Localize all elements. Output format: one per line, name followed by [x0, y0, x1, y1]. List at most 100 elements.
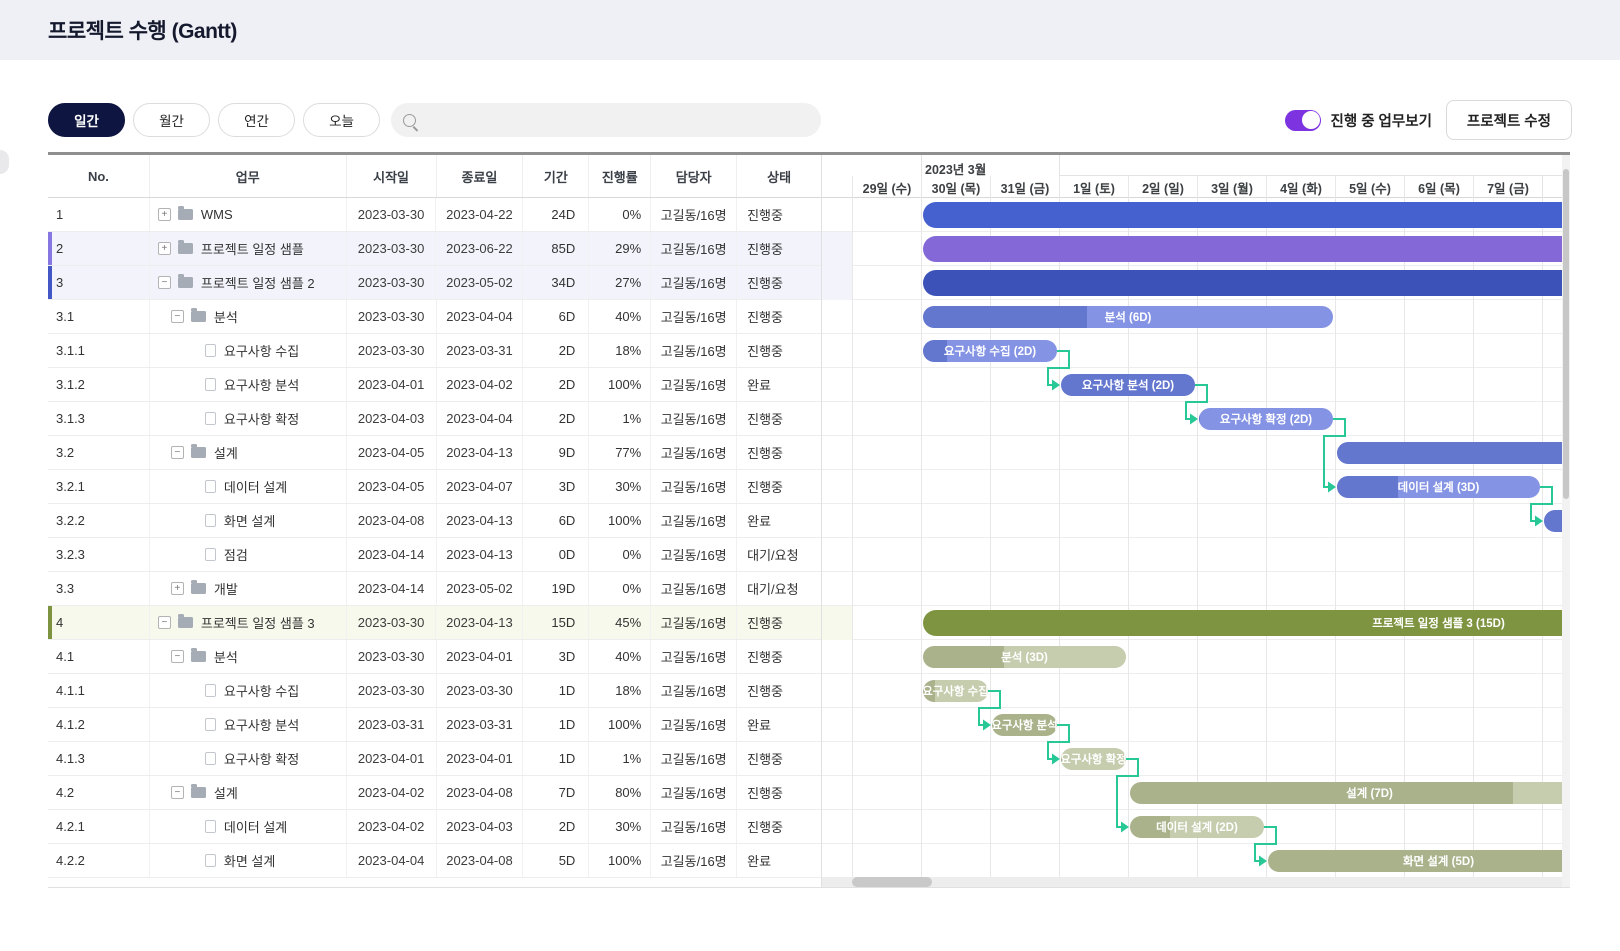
column-header-asg: 담당자	[651, 155, 738, 197]
gantt-row	[822, 470, 1562, 504]
collapse-icon[interactable]: −	[157, 276, 171, 289]
view-yearly-button[interactable]: 연간	[218, 103, 295, 137]
day-header: 3일 (월)	[1197, 176, 1266, 198]
gantt-row	[822, 538, 1562, 572]
grid-line	[1404, 198, 1405, 878]
task-name: 화면 설계	[223, 514, 276, 529]
task-name: 점검	[223, 548, 248, 563]
table-row[interactable]: 4.1 − 분석 2023-03-30 2023-04-01 3D 40% 고길동/16명 진행…	[48, 640, 821, 674]
cell-date: 2023-04-01	[437, 640, 524, 673]
grid-line	[1059, 198, 1060, 878]
table-row[interactable]: 4.2.2 화면 설계 2023-04-04 2023-04-08 5D 100% 고길동/…	[48, 844, 821, 878]
gantt-month-row: 2023년 3월	[822, 155, 1562, 177]
cell-asg: 고길동/16명	[651, 776, 738, 809]
bar-progress	[923, 340, 948, 362]
collapse-icon[interactable]: −	[170, 650, 184, 663]
gantt-bar[interactable]: 요구사항 분석	[992, 714, 1057, 736]
gantt-bar[interactable]: 데이터 설계 (3D)	[1337, 476, 1540, 498]
gantt-bar[interactable]: 요구사항 분석 (2D)	[1061, 374, 1195, 396]
cell-date: 2023-04-03	[437, 810, 524, 843]
cell-no: 3.1.2	[48, 368, 150, 401]
expand-icon[interactable]: +	[157, 208, 171, 221]
vertical-scrollbar[interactable]	[1562, 155, 1570, 887]
table-row[interactable]: 4.2.1 데이터 설계 2023-04-02 2023-04-03 2D 30% 고길동/…	[48, 810, 821, 844]
cell-date: 2023-04-14	[347, 538, 437, 571]
gantt-bar[interactable]: 분석 (6D)	[923, 306, 1333, 328]
cell-name: 요구사항 분석	[150, 368, 347, 401]
gantt-bar[interactable]: 프로젝트 일정 샘플 3 (15D)	[923, 610, 1562, 636]
view-monthly-button[interactable]: 월간	[133, 103, 210, 137]
in-progress-toggle[interactable]	[1285, 109, 1322, 131]
cell-pct: 40%	[589, 640, 652, 673]
cell-no: 4.2.2	[48, 844, 150, 877]
table-row[interactable]: 4.2 − 설계 2023-04-02 2023-04-08 7D 80% 고길동/16명 진행…	[48, 776, 821, 810]
collapse-icon[interactable]: −	[157, 616, 171, 629]
gantt-bar[interactable]	[923, 202, 1562, 228]
cell-st: 진행중	[747, 480, 784, 495]
table-row[interactable]: 3.2.3 점검 2023-04-14 2023-04-13 0D 0% 고길동/16명 대기…	[48, 538, 821, 572]
cell-st: 진행중	[747, 276, 783, 291]
table-row[interactable]: 3.2.2 화면 설계 2023-04-08 2023-04-13 6D 100% 고길동/…	[48, 504, 821, 538]
cell-pct: 40%	[589, 300, 652, 333]
gantt-row	[822, 606, 1562, 640]
gantt-bar[interactable]: 설계 (7D)	[1130, 782, 1562, 804]
expand-icon[interactable]: +	[170, 582, 184, 595]
table-row[interactable]: 2 + 프로젝트 일정 샘플 2023-03-30 2023-06-22 85D 29% 고길…	[48, 232, 821, 266]
gantt-bar[interactable]	[923, 236, 1562, 262]
table-row[interactable]: 3.2.1 데이터 설계 2023-04-05 2023-04-07 3D 30% 고길동/…	[48, 470, 821, 504]
gantt-bar[interactable]: 요구사항 수집 (2D)	[923, 340, 1057, 362]
table-row[interactable]: 4.1.2 요구사항 분석 2023-03-31 2023-03-31 1D 100% 고길…	[48, 708, 821, 742]
day-header: 6일 (목)	[1404, 176, 1473, 198]
expand-icon[interactable]: +	[157, 242, 171, 255]
table-row[interactable]: 1 + WMS 2023-03-30 2023-04-22 24D 0% 고길동/16명 진행중	[48, 198, 821, 232]
bar-progress	[1544, 510, 1562, 532]
cell-date: 2023-03-30	[347, 640, 437, 673]
cell-name: 요구사항 분석	[150, 708, 347, 741]
grid-line	[1473, 198, 1474, 878]
cell-st: 대기/요청	[747, 582, 799, 597]
table-row[interactable]: 3.1.1 요구사항 수집 2023-03-30 2023-03-31 2D 18% 고길동…	[48, 334, 821, 368]
view-today-button[interactable]: 오늘	[303, 103, 380, 137]
table-row[interactable]: 3.1 − 분석 2023-03-30 2023-04-04 6D 40% 고길동/16명 진행…	[48, 300, 821, 334]
search-input[interactable]	[424, 112, 809, 128]
cell-date: 2023-04-02	[437, 368, 524, 401]
cell-dur: 85D	[523, 232, 590, 265]
gantt-bar[interactable]: 요구사항 확정	[1061, 748, 1126, 770]
table-row[interactable]: 3.1.3 요구사항 확정 2023-04-03 2023-04-04 2D 1% 고길동/…	[48, 402, 821, 436]
table-row[interactable]: 4.1.3 요구사항 확정 2023-04-01 2023-04-01 1D 1% 고길동/…	[48, 742, 821, 776]
gantt-bar[interactable]: 요구사항 확정 (2D)	[1199, 408, 1333, 430]
search-box[interactable]	[391, 103, 821, 137]
cell-date: 2023-03-31	[347, 708, 437, 741]
cell-date: 2023-04-13	[437, 504, 524, 537]
vertical-scrollbar-thumb[interactable]	[1563, 169, 1569, 499]
table-row[interactable]: 3− 프로젝트 일정 샘플 2 2023-03-30 2023-05-02 34D 27%…	[48, 266, 821, 300]
table-row[interactable]: 4.1.1 요구사항 수집 2023-03-30 2023-03-30 1D 18% 고길동…	[48, 674, 821, 708]
collapse-icon[interactable]: −	[170, 786, 184, 799]
table-row[interactable]: 3.3 + 개발 2023-04-14 2023-05-02 19D 0% 고길동/16명 대기…	[48, 572, 821, 606]
gantt-bar[interactable]	[1337, 442, 1562, 464]
horizontal-scrollbar-thumb[interactable]	[852, 877, 932, 887]
page-title: 프로젝트 수행 (Gantt)	[48, 20, 237, 43]
cell-name: − 설계	[150, 436, 347, 469]
bar-progress	[1337, 442, 1562, 464]
collapse-icon[interactable]: −	[170, 310, 184, 323]
gantt-bar[interactable]: 요구사항 수집	[923, 680, 988, 702]
grid-line	[1266, 198, 1267, 878]
table-body: 1 + WMS 2023-03-30 2023-04-22 24D 0% 고길동/16명 진행중…	[48, 198, 821, 878]
gantt-bar[interactable]	[1544, 510, 1562, 532]
cell-dur: 15D	[523, 606, 590, 639]
cell-no: 4.2	[48, 776, 150, 809]
gantt-bar[interactable]: 분석 (3D)	[923, 646, 1126, 668]
gantt-bar[interactable]: 데이터 설계 (2D)	[1130, 816, 1264, 838]
view-daily-button[interactable]: 일간	[48, 103, 125, 137]
table-row[interactable]: 3.1.2 요구사항 분석 2023-04-01 2023-04-02 2D 100% 고길…	[48, 368, 821, 402]
gantt-bar[interactable]	[923, 270, 1562, 296]
collapse-icon[interactable]: −	[170, 446, 184, 459]
edit-project-button[interactable]: 프로젝트 수정	[1445, 100, 1572, 140]
table-row[interactable]: 3.2 − 설계 2023-04-05 2023-04-13 9D 77% 고길동/16명 진행…	[48, 436, 821, 470]
gantt-bar[interactable]: 화면 설계 (5D)	[1268, 850, 1562, 872]
horizontal-scrollbar[interactable]	[822, 877, 1562, 887]
bar-label: 요구사항 분석	[992, 720, 1057, 732]
cell-no: 3.1.1	[48, 334, 150, 367]
table-row[interactable]: 4− 프로젝트 일정 샘플 3 2023-03-30 2023-04-13 15D 45%…	[48, 606, 821, 640]
